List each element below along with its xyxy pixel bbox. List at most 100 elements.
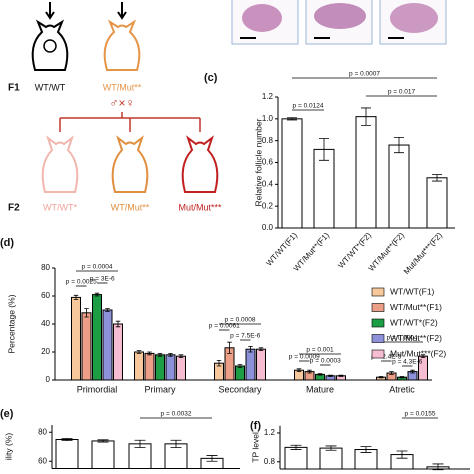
error-bar (258, 347, 264, 351)
error-bar (94, 292, 100, 297)
error-bar (338, 374, 344, 377)
bar (235, 365, 245, 381)
y-tick-label: 0.8 (262, 136, 274, 145)
y-tick-label: 80 (38, 427, 47, 436)
x-tick-label: WT/WT(F1) (264, 230, 299, 267)
error-bar (317, 373, 323, 376)
p-value: p = 0.0003 (310, 358, 341, 365)
p-value: p = 0.0004 (387, 335, 418, 342)
bar (256, 348, 266, 381)
p-value: p = 0.0032 (161, 411, 192, 418)
error-bar (157, 353, 163, 357)
tissue (242, 4, 282, 32)
mouse-f2-het (111, 135, 149, 193)
error-bar (290, 444, 302, 450)
x-tick-label: Primary (145, 384, 176, 394)
error-bar (360, 446, 372, 453)
legend-swatch (371, 318, 385, 328)
y-tick-label: 0 (46, 375, 51, 384)
legend-label: WT/Mut**(F1) (390, 302, 442, 312)
error-bar (287, 117, 297, 121)
error-bar (170, 439, 182, 448)
error-bar (147, 351, 152, 356)
y-axis-label: Percentage (%) (6, 294, 16, 353)
panel-label: (f) (250, 420, 261, 432)
error-bar (432, 174, 442, 182)
bar (245, 348, 256, 381)
mouse-f2-wt (41, 135, 79, 193)
x-tick-label: Mut/Mut***(F2) (402, 230, 444, 276)
y-axis-label: Relative follicle number (253, 118, 263, 206)
bar (284, 446, 308, 470)
error-bar (237, 364, 243, 368)
bar (92, 294, 102, 381)
arrow-head (117, 11, 127, 20)
error-bar (432, 463, 444, 471)
generation-label: F1 (8, 83, 20, 94)
bar (281, 118, 303, 229)
legend-label: WT/WT(F1) (390, 286, 435, 296)
p-value: p = 0.001 (306, 347, 334, 354)
genotype-label: WT/WT (35, 82, 66, 92)
y-tick-label: 1.2 (262, 92, 274, 101)
x-tick-label: Secondary (218, 384, 262, 394)
x-tick-label: Atretic (389, 384, 415, 394)
bar (113, 323, 123, 381)
bar (165, 354, 176, 381)
error-bar (296, 368, 302, 372)
bar (319, 447, 343, 470)
genotype-label: WT/WT* (43, 202, 77, 212)
error-bar (115, 320, 121, 328)
error-bar (178, 354, 184, 358)
y-tick-label: 0.2 (262, 201, 274, 210)
bar (313, 148, 335, 229)
bar (144, 352, 155, 381)
error-bar (105, 308, 110, 312)
error-bar (84, 308, 89, 318)
genotype-label: WT/Mut** (111, 202, 150, 212)
bar (355, 116, 377, 229)
y-tick-label: 1.0 (262, 114, 274, 123)
bar (176, 355, 186, 381)
mouse-marking (43, 39, 57, 53)
genotype-label: WT/Mut** (103, 82, 142, 92)
error-bar (97, 439, 109, 443)
error-bar (396, 450, 408, 459)
y-tick-label: 0.4 (262, 179, 274, 188)
tissue (314, 3, 366, 29)
p-value: p = 0.0008 (225, 317, 256, 324)
tissue (390, 3, 438, 33)
cross-symbol: ♂×♀ (109, 96, 134, 110)
error-bar (136, 350, 142, 354)
error-bar (216, 360, 222, 367)
p-value: p = 3E-6 (90, 276, 115, 283)
p-value: p = 0.0009 (289, 354, 320, 361)
breeding-diagram (31, 2, 219, 193)
legend-label: Mut/Mut***(F2) (390, 348, 446, 358)
panel-label: (c) (204, 72, 218, 84)
bar (426, 177, 448, 229)
error-bar (394, 136, 404, 154)
error-bar (328, 374, 333, 377)
mouse-f2-mut (181, 135, 219, 193)
y-tick-label: 0.6 (262, 158, 274, 167)
p-value: p = 7.5E-6 (230, 333, 261, 340)
bar (388, 144, 410, 229)
y-tick-label: 20 (41, 347, 50, 356)
p-value: p = 0.0025 (66, 279, 97, 286)
error-bar (399, 376, 405, 379)
y-tick-label: 0.0 (262, 223, 274, 232)
y-tick-label: 60 (41, 291, 50, 300)
error-bar (168, 353, 173, 357)
error-bar (319, 138, 329, 161)
x-tick-label: Primordial (77, 384, 118, 394)
error-bar (307, 369, 312, 374)
legend-label: WT/Mut**(F2) (390, 333, 442, 343)
bar (55, 439, 79, 469)
y-axis-label: ility (%) (3, 433, 13, 461)
p-value: p = 0.0124 (293, 103, 324, 110)
histology-images (231, 0, 447, 45)
error-bar (378, 376, 384, 379)
legend-swatch (371, 303, 385, 312)
error-bar (206, 455, 218, 462)
